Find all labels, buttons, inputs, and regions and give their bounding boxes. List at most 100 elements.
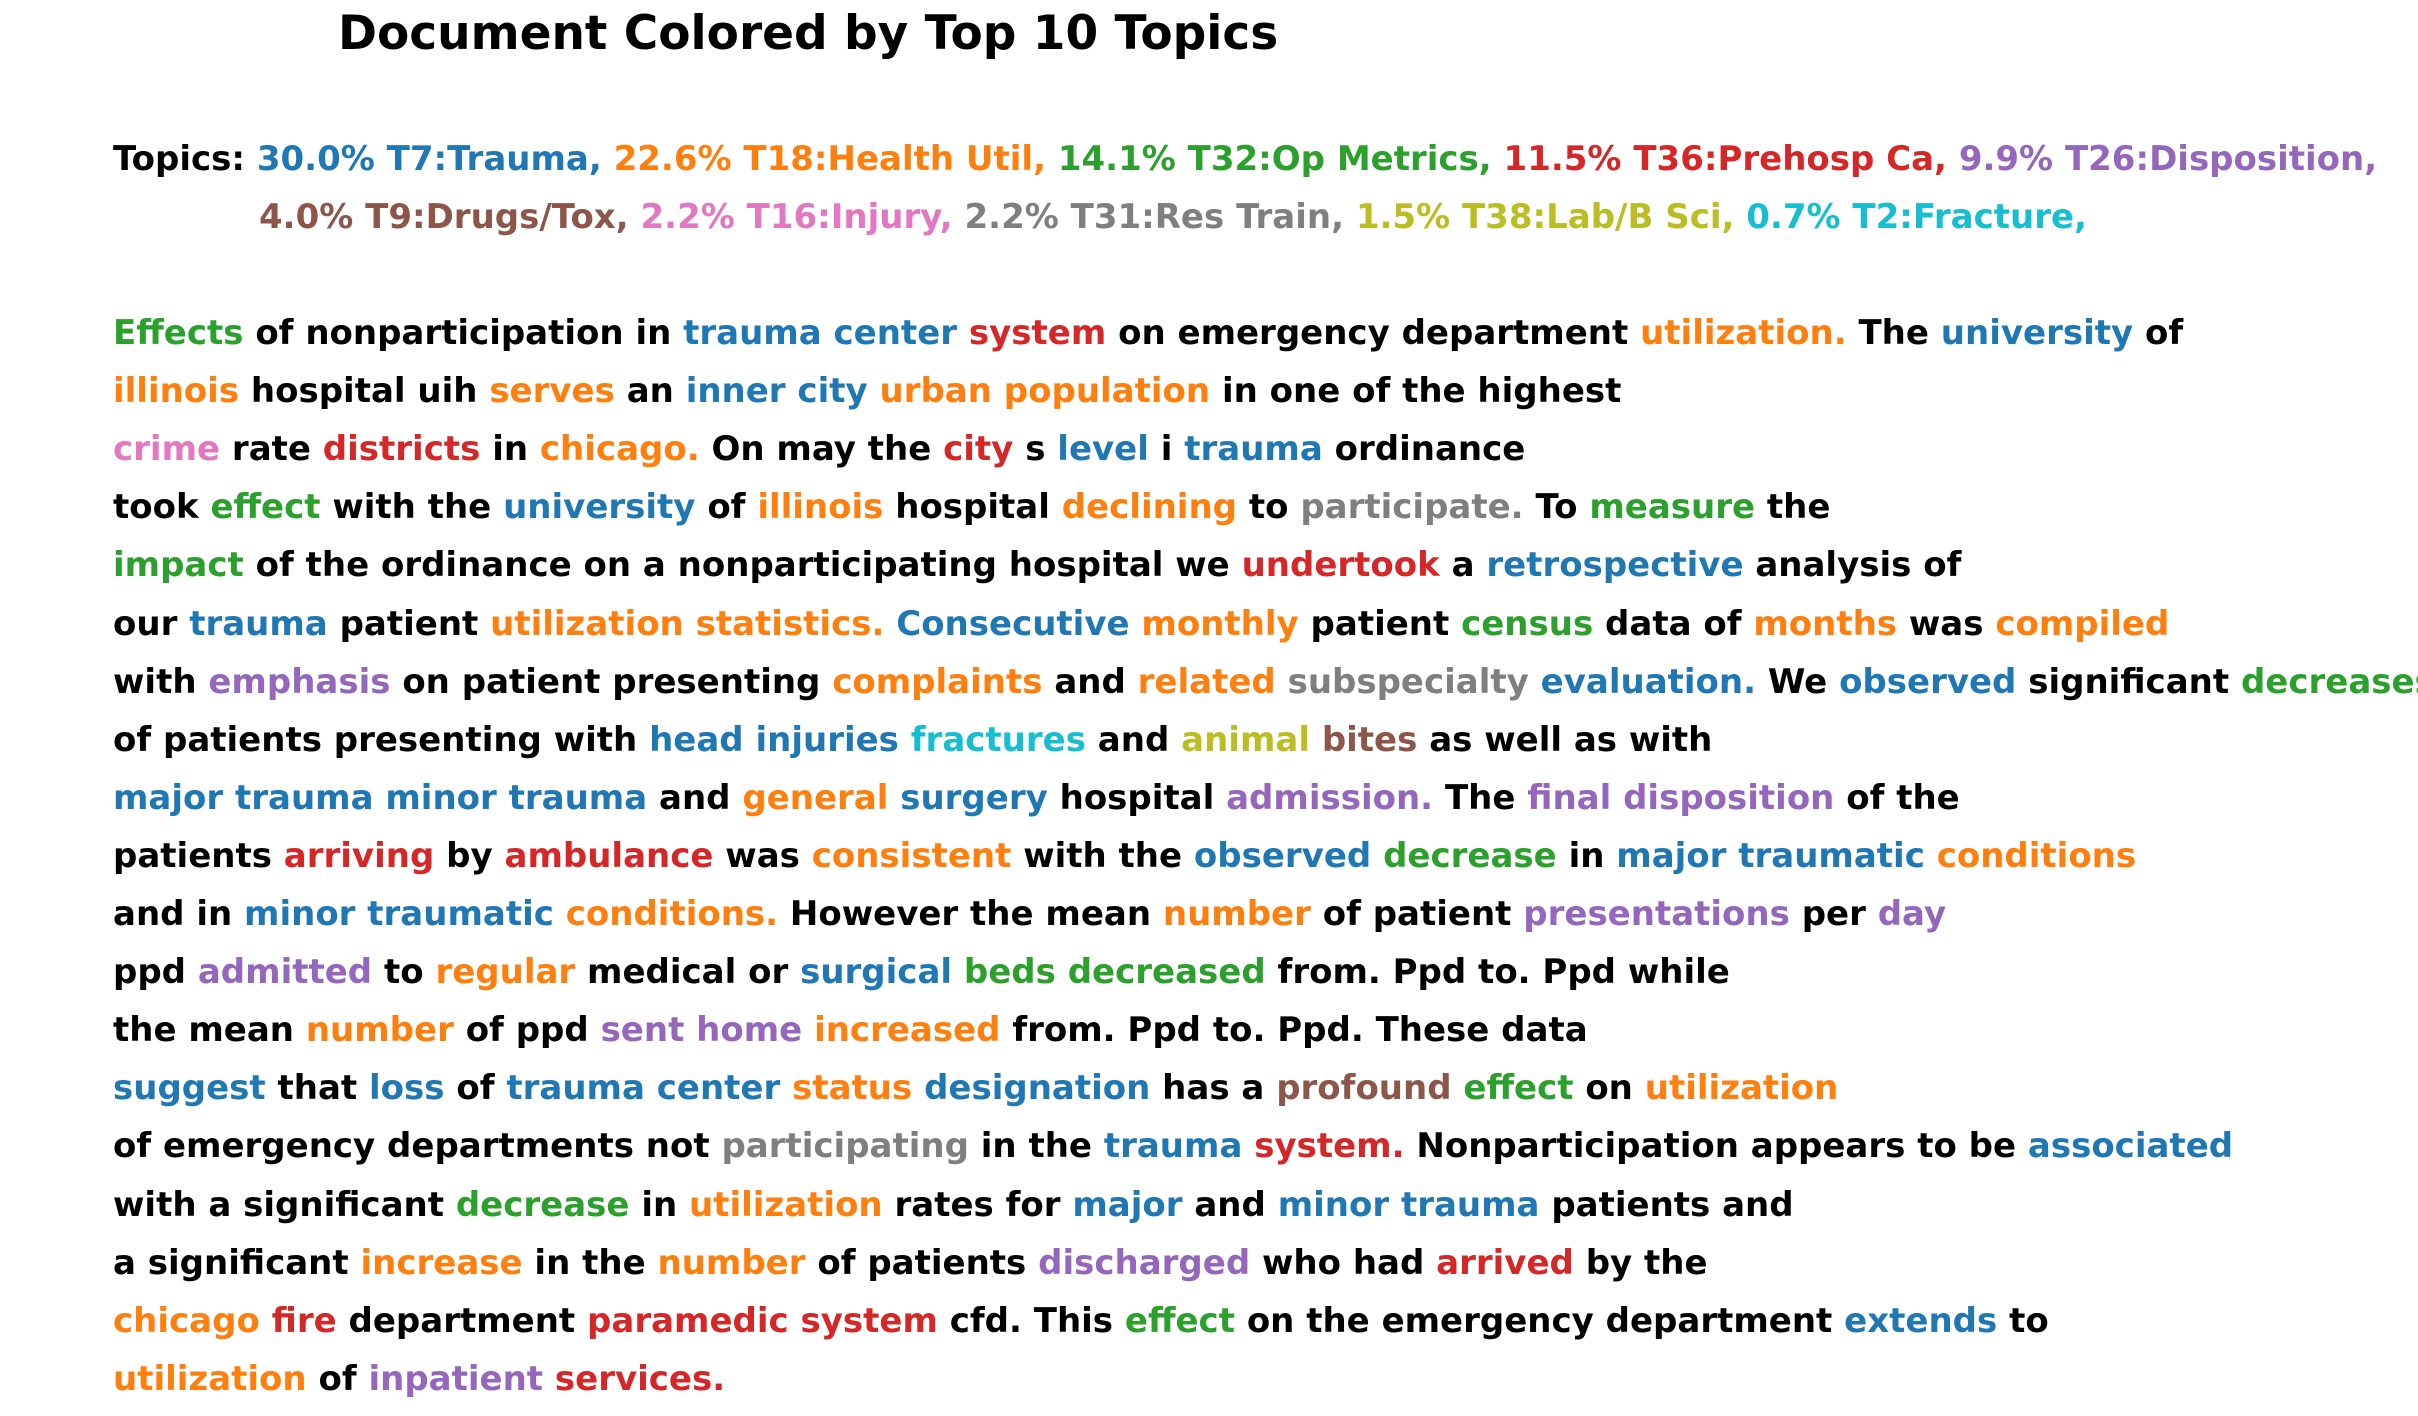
plain-text: with the: [332, 487, 492, 527]
document-line: the mean number of ppd sent home increas…: [113, 1007, 1588, 1053]
plain-text: and: [1097, 720, 1170, 760]
topic-word: trauma: [1184, 429, 1323, 469]
topic-entry: 4.0% T9:Drugs/Tox,: [259, 197, 629, 237]
plain-text: by: [446, 836, 493, 876]
plain-text: patient: [1310, 604, 1450, 644]
plain-text: with a significant: [113, 1185, 444, 1225]
topic-word: emphasis: [208, 662, 391, 702]
plain-text: of: [707, 487, 746, 527]
plain-text: rate: [231, 429, 311, 469]
topic-word: decrease: [455, 1185, 630, 1225]
plain-text: to: [383, 952, 424, 992]
document-line: utilization of inpatient services.: [113, 1356, 725, 1402]
plain-text: that: [277, 1068, 358, 1108]
topic-word: ambulance: [504, 836, 714, 876]
topic-word: Effects: [113, 313, 244, 353]
topics-label: Topics:: [113, 139, 246, 179]
plain-text: On may the: [711, 429, 932, 469]
plain-text: has a: [1162, 1068, 1265, 1108]
plain-text: of patients: [817, 1243, 1027, 1283]
plain-text: of the ordinance on a nonparticipating h…: [255, 545, 1230, 585]
document-line: major trauma minor trauma and general su…: [113, 775, 1960, 821]
plain-text: and: [659, 778, 731, 818]
topic-word: regular: [435, 952, 576, 992]
plain-text: of: [2145, 313, 2184, 353]
topic-word: utilization: [113, 1359, 307, 1399]
plain-text: hospital: [895, 487, 1050, 527]
topic-word: number: [305, 1010, 454, 1050]
topic-word: census: [1461, 604, 1594, 644]
topic-word: admission.: [1226, 778, 1434, 818]
plain-text: took: [113, 487, 199, 527]
topics-legend-row: Topics: 30.0% T7:Trauma, 22.6% T18:Healt…: [113, 136, 2377, 182]
plain-text: to: [2009, 1301, 2049, 1341]
topic-word: number: [1162, 894, 1311, 934]
document-line: Effects of nonparticipation in trauma ce…: [113, 310, 2183, 356]
topic-word: surgical: [800, 952, 953, 992]
plain-text: and: [1054, 662, 1126, 702]
topic-word: general: [742, 778, 889, 818]
topic-word: complaints: [832, 662, 1043, 702]
topic-entry: 14.1% T32:Op Metrics,: [1057, 139, 1492, 179]
document-line: our trauma patient utilization statistic…: [113, 601, 2169, 647]
topic-word: day: [1877, 894, 1947, 934]
plain-text: i: [1160, 429, 1173, 469]
topic-word: conditions: [1936, 836, 2137, 876]
plain-text: We: [1767, 662, 1828, 702]
topic-entry: 0.7% T2:Fracture,: [1746, 197, 2087, 237]
topic-word: head injuries: [649, 720, 899, 760]
plain-text: with the: [1023, 836, 1183, 876]
topic-word: paramedic system: [587, 1301, 938, 1341]
plain-text: To: [1535, 487, 1578, 527]
topic-word: arrived: [1436, 1243, 1574, 1283]
plain-text: s: [1025, 429, 1046, 469]
topics-legend-row: 4.0% T9:Drugs/Tox, 2.2% T16:Injury, 2.2%…: [259, 194, 2087, 240]
plain-text: from. Ppd to. Ppd. These data: [1012, 1010, 1588, 1050]
topic-word: sent home: [600, 1010, 803, 1050]
plain-text: and in: [113, 894, 233, 934]
plain-text: cfd. This: [949, 1301, 1114, 1341]
topic-word: city: [943, 429, 1014, 469]
topic-entry: 2.2% T16:Injury,: [640, 197, 953, 237]
plain-text: was: [1908, 604, 1984, 644]
topic-word: participate.: [1300, 487, 1524, 527]
plain-text: of emergency departments not: [113, 1126, 710, 1166]
plain-text: in the: [980, 1126, 1092, 1166]
topic-word: conditions.: [565, 894, 779, 934]
plain-text: in: [1568, 836, 1605, 876]
topic-entry: 2.2% T31:Res Train,: [964, 197, 1345, 237]
plain-text: patients: [113, 836, 272, 876]
topic-entry: 9.9% T26:Disposition,: [1958, 139, 2378, 179]
plain-text: of the: [1846, 778, 1960, 818]
plain-text: significant: [2028, 662, 2230, 702]
topic-word: suggest: [113, 1068, 266, 1108]
document-line: suggest that loss of trauma center statu…: [113, 1065, 1838, 1111]
topic-word: trauma: [189, 604, 328, 644]
plain-text: of patients presenting with: [113, 720, 638, 760]
document-line: patients arriving by ambulance was consi…: [113, 833, 2136, 879]
plain-text: ordinance: [1334, 429, 1526, 469]
topic-word: discharged: [1038, 1243, 1251, 1283]
topic-word: fractures: [910, 720, 1086, 760]
plain-text: to: [1248, 487, 1289, 527]
plain-text: in: [641, 1185, 678, 1225]
topic-word: effect: [1463, 1068, 1574, 1108]
topic-word: undertook: [1241, 545, 1440, 585]
topic-word: observed: [1193, 836, 1372, 876]
plain-text: who had: [1262, 1243, 1425, 1283]
topic-word: final disposition: [1527, 778, 1835, 818]
topic-word: status: [792, 1068, 913, 1108]
document-line: with emphasis on patient presenting comp…: [113, 659, 2418, 705]
topic-word: profound: [1276, 1068, 1452, 1108]
topic-word: major trauma minor trauma: [113, 778, 648, 818]
topic-word: utilization: [689, 1185, 883, 1225]
plain-text: ppd: [113, 952, 187, 992]
topic-word: decrease: [1383, 836, 1557, 876]
topic-word: services.: [554, 1359, 726, 1399]
plain-text: from. Ppd to. Ppd while: [1277, 952, 1730, 992]
plain-text: patient: [339, 604, 479, 644]
plain-text: as well as with: [1429, 720, 1713, 760]
plain-text: on patient presenting: [402, 662, 821, 702]
topic-word: surgery: [900, 778, 1048, 818]
plain-text: with: [113, 662, 197, 702]
